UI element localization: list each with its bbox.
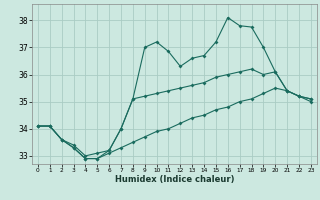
X-axis label: Humidex (Indice chaleur): Humidex (Indice chaleur) xyxy=(115,175,234,184)
